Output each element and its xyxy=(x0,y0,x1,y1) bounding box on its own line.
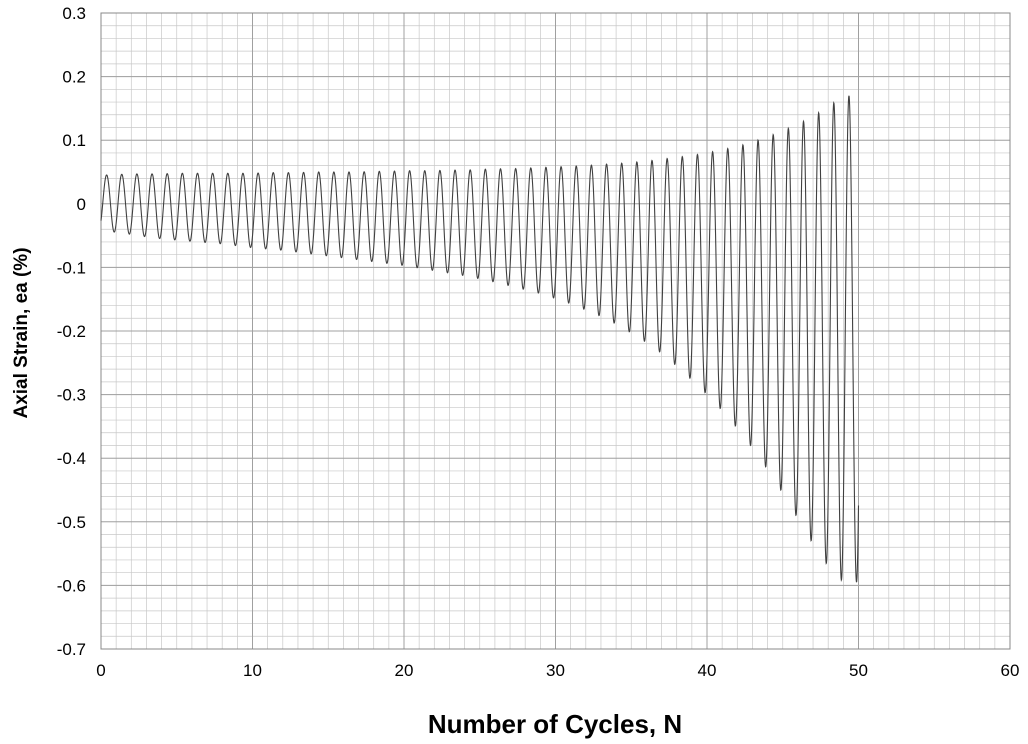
x-tick-labels: 0 10 20 30 40 50 60 xyxy=(96,661,1019,680)
x-tick-label: 50 xyxy=(849,661,868,680)
y-tick-label: -0.1 xyxy=(57,258,86,277)
x-tick-label: 20 xyxy=(395,661,414,680)
x-tick-label: 30 xyxy=(546,661,565,680)
x-axis-title: Number of Cycles, N xyxy=(428,709,682,739)
x-tick-label: 60 xyxy=(1001,661,1020,680)
x-tick-label: 10 xyxy=(243,661,262,680)
plot-area-border xyxy=(100,12,1011,650)
series-line-axial-strain xyxy=(100,95,860,583)
y-tick-label: 0.2 xyxy=(62,68,86,87)
y-tick-label: -0.3 xyxy=(57,386,86,405)
y-tick-label: -0.2 xyxy=(57,322,86,341)
y-tick-labels: -0.7 -0.6 -0.5 -0.4 -0.3 -0.2 -0.1 0 0.1 0.2 0.3 xyxy=(57,4,86,659)
x-tick-label: 40 xyxy=(698,661,717,680)
y-tick-label: 0.1 xyxy=(62,131,86,150)
y-tick-label: 0 xyxy=(77,195,86,214)
y-tick-label: -0.6 xyxy=(57,576,86,595)
y-tick-label: -0.4 xyxy=(57,449,86,468)
x-tick-label: 0 xyxy=(96,661,105,680)
y-axis-title: Axial Strain, ea (%) xyxy=(11,247,32,418)
y-tick-label: -0.5 xyxy=(57,513,86,532)
y-tick-label: 0.3 xyxy=(62,4,86,23)
y-tick-label: -0.7 xyxy=(57,640,86,659)
